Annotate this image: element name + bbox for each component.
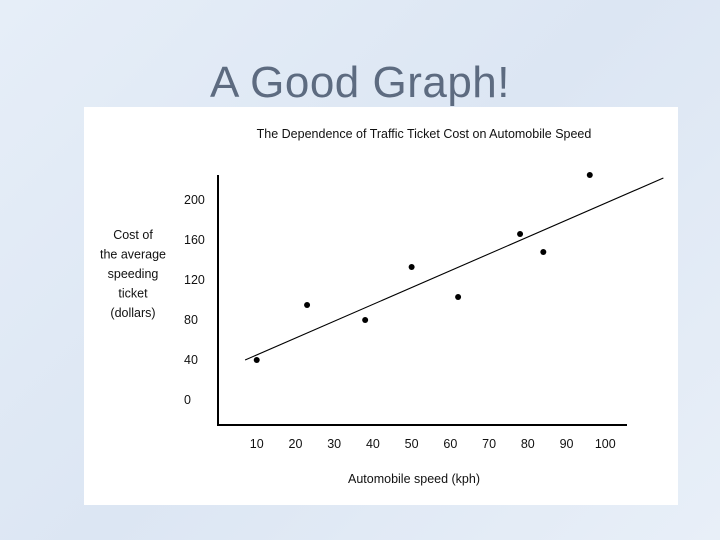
- y-axis-label-line: Cost of: [113, 228, 153, 242]
- x-tick-label: 90: [560, 437, 574, 451]
- data-point: [362, 317, 369, 323]
- x-tick-label: 60: [443, 437, 457, 451]
- x-tick-label: 40: [366, 437, 380, 451]
- x-tick-label: 50: [405, 437, 419, 451]
- x-tick-label: 20: [289, 437, 303, 451]
- x-tick-label: 80: [521, 437, 535, 451]
- data-point: [455, 294, 462, 300]
- trend-line: [244, 177, 664, 361]
- x-tick-label: 10: [250, 437, 264, 451]
- y-tick-label: 160: [184, 233, 205, 247]
- data-point: [517, 231, 524, 237]
- y-tick-label: 80: [184, 313, 198, 327]
- x-tick-label: 30: [327, 437, 341, 451]
- data-points: [253, 172, 593, 363]
- chart-title: The Dependence of Traffic Ticket Cost on…: [257, 127, 592, 141]
- y-tick-labels: 0 40 80 120 160 200: [184, 193, 205, 407]
- data-point: [253, 357, 260, 363]
- y-axis-label-line: (dollars): [110, 306, 155, 320]
- data-point: [304, 302, 311, 308]
- y-tick-label: 200: [184, 193, 205, 207]
- y-axis-label: Cost of the average speeding ticket (dollars…: [100, 228, 166, 320]
- data-point: [540, 249, 547, 255]
- x-tick-labels: 10 20 30 40 50 60 70 80 90 100: [250, 437, 616, 451]
- x-tick-label: 70: [482, 437, 496, 451]
- x-axis-label: Automobile speed (kph): [348, 472, 480, 486]
- y-tick-label: 0: [184, 393, 191, 407]
- trend-line-group: [244, 177, 664, 361]
- data-point: [408, 264, 415, 270]
- chart-panel: The Dependence of Traffic Ticket Cost on…: [84, 107, 678, 505]
- y-tick-label: 120: [184, 273, 205, 287]
- y-tick-label: 40: [184, 353, 198, 367]
- y-axis-label-line: ticket: [118, 287, 148, 301]
- data-point: [586, 172, 593, 178]
- y-axis-label-line: speeding: [108, 267, 159, 281]
- x-tick-label: 100: [595, 437, 616, 451]
- y-axis-label-line: the average: [100, 248, 166, 262]
- slide-title: A Good Graph!: [209, 58, 511, 107]
- scatter-chart: The Dependence of Traffic Ticket Cost on…: [100, 127, 664, 486]
